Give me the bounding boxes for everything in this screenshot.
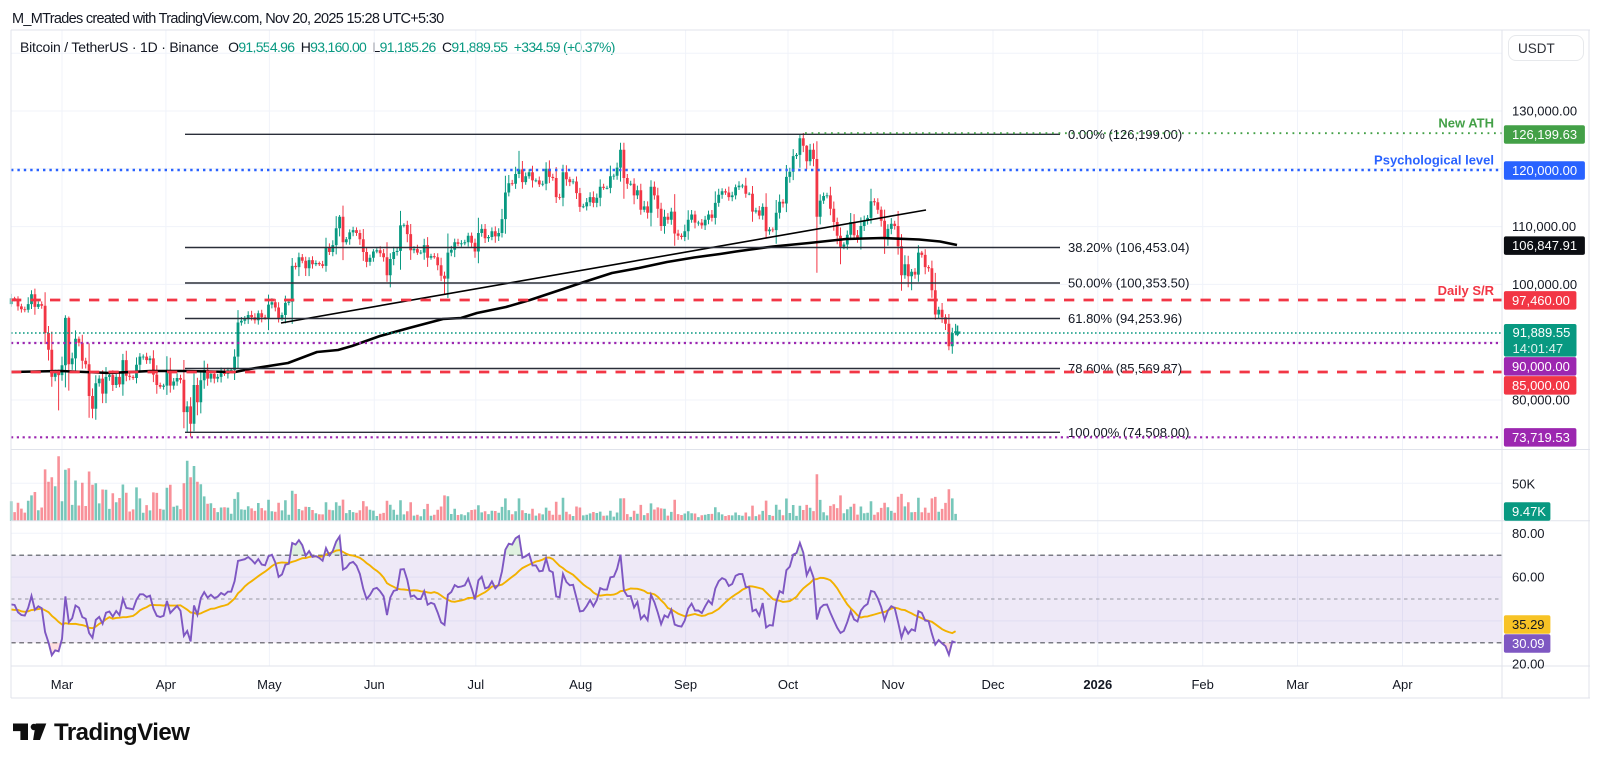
svg-text:126,199.63: 126,199.63: [1512, 127, 1577, 142]
svg-text:New ATH: New ATH: [1438, 116, 1494, 131]
svg-text:14:01:47: 14:01:47: [1513, 341, 1564, 356]
svg-text:30.09: 30.09: [1512, 636, 1545, 651]
svg-text:Feb: Feb: [1191, 677, 1213, 692]
svg-text:Jun: Jun: [364, 677, 385, 692]
svg-text:120,000.00: 120,000.00: [1512, 163, 1577, 178]
svg-text:60.00: 60.00: [1512, 570, 1545, 585]
svg-text:Aug: Aug: [569, 677, 592, 692]
svg-text:50K: 50K: [1512, 477, 1535, 492]
svg-text:100.00% (74,508.00): 100.00% (74,508.00): [1068, 425, 1189, 440]
svg-text:Mar: Mar: [1286, 677, 1309, 692]
svg-text:Apr: Apr: [1392, 677, 1413, 692]
svg-text:0.00% (126,199.00): 0.00% (126,199.00): [1068, 127, 1182, 142]
svg-text:38.20% (106,453.04): 38.20% (106,453.04): [1068, 240, 1189, 255]
svg-text:97,460.00: 97,460.00: [1512, 293, 1570, 308]
svg-text:85,000.00: 85,000.00: [1512, 378, 1570, 393]
svg-text:78.60% (85,569.87): 78.60% (85,569.87): [1068, 361, 1182, 376]
svg-text:Dec: Dec: [981, 677, 1005, 692]
svg-text:130,000.00: 130,000.00: [1512, 104, 1577, 119]
svg-text:106,847.91: 106,847.91: [1512, 238, 1577, 253]
svg-text:Mar: Mar: [51, 677, 74, 692]
svg-text:110,000.00: 110,000.00: [1512, 219, 1576, 234]
svg-text:73,719.53: 73,719.53: [1512, 430, 1570, 445]
svg-text:Sep: Sep: [674, 677, 697, 692]
svg-text:TradingView: TradingView: [54, 719, 190, 746]
svg-text:80,000.00: 80,000.00: [1512, 393, 1570, 408]
svg-text:50.00% (100,353.50): 50.00% (100,353.50): [1068, 276, 1189, 291]
svg-text:May: May: [257, 677, 282, 692]
svg-text:9.47K: 9.47K: [1512, 504, 1546, 519]
svg-text:Psychological level: Psychological level: [1374, 153, 1494, 168]
svg-text:91,889.55: 91,889.55: [1513, 325, 1571, 340]
svg-text:35.29: 35.29: [1512, 617, 1545, 632]
svg-text:61.80% (94,253.96): 61.80% (94,253.96): [1068, 311, 1182, 326]
svg-text:Jul: Jul: [467, 677, 484, 692]
svg-text:Daily S/R: Daily S/R: [1438, 283, 1495, 298]
svg-text:Oct: Oct: [778, 677, 799, 692]
svg-text:90,000.00: 90,000.00: [1512, 359, 1570, 374]
svg-text:20.00: 20.00: [1512, 657, 1545, 672]
svg-text:2026: 2026: [1083, 677, 1112, 692]
svg-text:Nov: Nov: [881, 677, 905, 692]
svg-text:Apr: Apr: [156, 677, 177, 692]
svg-text:80.00: 80.00: [1512, 526, 1545, 541]
svg-text:100,000.00: 100,000.00: [1512, 277, 1577, 292]
